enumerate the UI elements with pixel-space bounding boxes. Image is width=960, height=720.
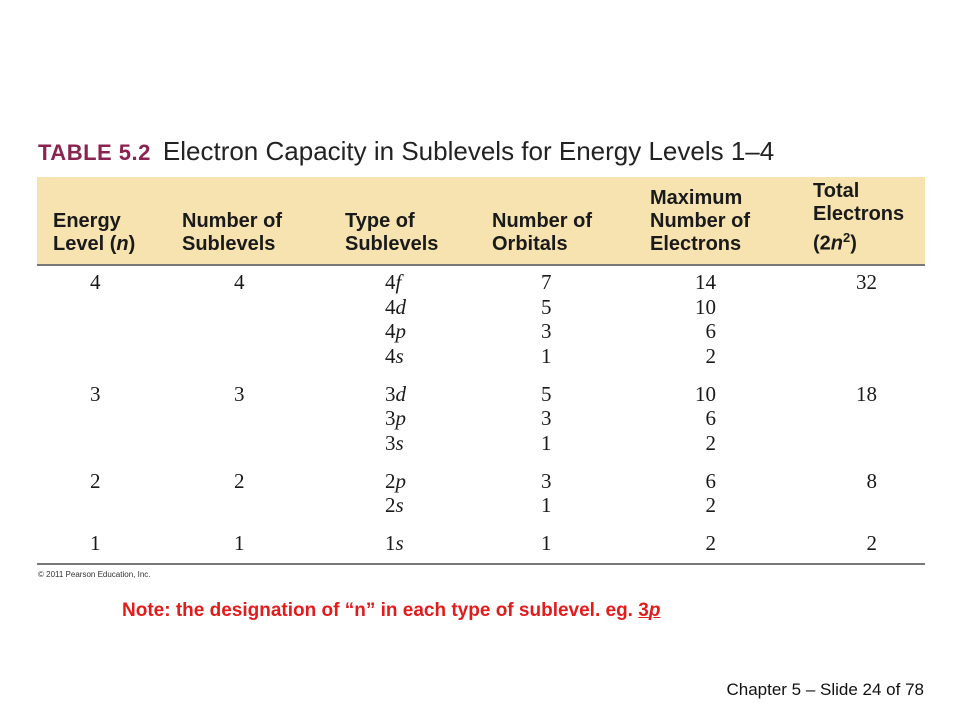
max-electrons-cell: 14: [695, 270, 716, 294]
max-electrons-cell: 2: [705, 493, 717, 517]
copyright-notice: © 2011 Pearson Education, Inc.: [38, 570, 151, 579]
orbitals-cell: 3: [541, 319, 552, 343]
max-electrons-cell: 2: [705, 430, 717, 455]
slide-footer: Chapter 5 – Slide 24 of 78: [726, 680, 924, 699]
number-of-sublevels-cell: 2: [234, 468, 245, 493]
orbitals-cell: 5: [541, 381, 552, 406]
orbitals-cell: 3: [541, 468, 552, 493]
header-energy-level: Energy Level (n): [53, 210, 136, 255]
sublevel-type-cell: 4f: [385, 270, 402, 294]
number-of-sublevels-cell: 4: [234, 270, 245, 294]
total-electrons-cell: 8: [866, 468, 878, 493]
header-number-of-orbitals: Number of Orbitals: [492, 210, 592, 255]
sublevel-type-cell: 3p: [385, 406, 406, 430]
total-electrons-cell: 32: [856, 270, 877, 294]
max-electrons-cell: 2: [705, 531, 717, 555]
header-total-electrons: Total Electrons (2n2): [813, 180, 905, 255]
sublevel-type-cell: 2s: [385, 493, 404, 517]
orbitals-cell: 5: [541, 294, 552, 319]
energy-level-cell: 3: [90, 381, 101, 406]
number-of-sublevels-cell: 1: [234, 531, 245, 555]
energy-level-cell: 1: [90, 531, 101, 555]
table-title: TABLE 5.2 Electron Capacity in Sublevels…: [38, 136, 774, 172]
table-caption: Electron Capacity in Sublevels for Energ…: [162, 136, 775, 166]
sublevel-type-cell: 4p: [385, 319, 406, 343]
max-electrons-cell: 10: [695, 294, 716, 319]
orbitals-cell: 1: [541, 343, 552, 368]
orbitals-cell: 3: [541, 406, 552, 430]
max-electrons-cell: 2: [705, 343, 717, 368]
sublevel-type-cell: 1s: [385, 531, 404, 555]
max-electrons-cell: 6: [705, 319, 717, 343]
orbitals-cell: 1: [541, 430, 552, 455]
total-electrons-cell: 18: [856, 381, 877, 406]
table-header: Energy Level (n) Number of Sublevels Typ…: [37, 177, 925, 266]
orbitals-cell: 7: [541, 270, 552, 294]
max-electrons-cell: 10: [695, 381, 716, 406]
header-number-of-sublevels: Number of Sublevels: [182, 210, 282, 255]
table-bottom-rule: [37, 563, 925, 565]
max-electrons-cell: 6: [705, 468, 717, 493]
max-electrons-cell: 6: [705, 406, 717, 430]
note-text: Note: the designation of “n” in each typ…: [122, 600, 661, 621]
header-type-of-sublevels: Type of Sublevels: [345, 210, 439, 255]
orbitals-cell: 1: [541, 493, 552, 517]
number-of-sublevels-cell: 3: [234, 381, 245, 406]
orbitals-cell: 1: [541, 531, 552, 555]
header-maximum-electrons: Maximum Number of Electrons: [650, 187, 750, 255]
total-electrons-cell: 2: [866, 531, 878, 555]
sublevel-type-cell: 3s: [385, 430, 404, 455]
energy-level-cell: 2: [90, 468, 101, 493]
sublevel-type-cell: 4s: [385, 343, 404, 368]
energy-level-cell: 4: [90, 270, 101, 294]
sublevel-type-cell: 2p: [385, 468, 406, 493]
table-label: TABLE 5.2: [38, 140, 151, 165]
sublevel-type-cell: 4d: [385, 294, 406, 319]
sublevel-type-cell: 3d: [385, 381, 406, 406]
